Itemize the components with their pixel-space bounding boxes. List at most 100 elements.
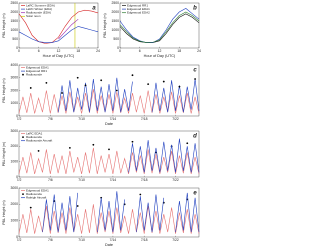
x-tick-label: 12 <box>57 49 61 53</box>
y-axis-label: PBL Height (m) <box>2 142 6 166</box>
y-axis-label: PBL Height (m) <box>2 78 6 102</box>
data-point <box>29 87 32 89</box>
data-point <box>45 81 48 84</box>
panel-label: e <box>193 191 197 197</box>
figure: 0 500 1000 1500 2000 2500 0 6 12 18 24 PBL Height (… <box>2 1 201 247</box>
y-tick-label: 0 <box>16 175 18 179</box>
legend-label: Edgewood EDA1 <box>127 7 150 11</box>
legend-label: Edgewood RR1 <box>26 69 47 73</box>
y-tick-label: 2000 <box>10 88 18 92</box>
y-tick-label: 1000 <box>10 219 18 223</box>
data-line <box>58 18 79 40</box>
y-tick-label: 1500 <box>111 19 119 23</box>
data-point <box>194 78 196 80</box>
x-tick-label: 18 <box>76 49 80 53</box>
x-tick-label: 7/14 <box>110 238 117 242</box>
legend-marker <box>22 136 24 139</box>
legend-label: Radiosonde Aircraft <box>26 138 52 142</box>
data-point <box>92 143 95 146</box>
y-axis-label: PBL Height (m) <box>2 200 6 224</box>
x-tick-label: 7/22 <box>172 238 179 242</box>
data-point <box>76 205 79 207</box>
data-point <box>147 83 150 86</box>
data-line <box>18 204 200 234</box>
data-line <box>128 138 200 173</box>
legend-label: Edgewood RR1 <box>127 3 148 7</box>
legend-label: Radiosonde <box>26 192 42 196</box>
data-point <box>139 193 142 196</box>
y-axis-label: PBL Height (m) <box>103 13 107 37</box>
x-tick-label: 7/2 <box>17 238 22 242</box>
y-tick-label: 0 <box>16 235 18 239</box>
data-point <box>162 80 165 83</box>
y-tick-label: 2000 <box>111 10 119 14</box>
data-line <box>18 9 99 44</box>
x-tick-label: 7/6 <box>48 238 53 242</box>
panel-label: a <box>92 6 96 12</box>
x-tick-label: 6 <box>139 49 141 53</box>
x-tick-label: 7/10 <box>78 117 85 121</box>
y-tick-label: 2000 <box>10 202 18 206</box>
y-tick-label: 2500 <box>10 1 18 5</box>
data-point <box>131 74 134 77</box>
legend-marker <box>22 193 24 196</box>
x-tick-label: 24 <box>197 49 201 53</box>
data-line <box>42 191 200 233</box>
x-tick-label: 7/18 <box>141 117 148 121</box>
x-tick-label: 24 <box>96 49 100 53</box>
y-tick-label: 4000 <box>10 63 18 67</box>
y-tick-label: 3000 <box>10 76 18 80</box>
x-tick-label: 0 <box>18 49 20 53</box>
x-tick-label: 7/10 <box>78 238 85 242</box>
x-tick-label: 7/6 <box>48 117 53 121</box>
panel-label: c <box>193 68 197 74</box>
x-tick-label: 7/22 <box>172 117 179 121</box>
data-point <box>186 142 189 145</box>
legend-label: Edgewood EDA1 <box>26 188 49 192</box>
legend-label: Edgewood EDA1 <box>26 65 49 69</box>
plot-frame <box>18 130 200 178</box>
x-tick-label: 7/2 <box>17 178 22 182</box>
data-line <box>119 8 200 43</box>
y-tick-label: 1000 <box>10 101 18 105</box>
legend-label: Raleigh Aircraft <box>26 195 47 199</box>
y-tick-label: 1000 <box>10 160 18 164</box>
y-tick-label: 3000 <box>10 129 18 133</box>
x-tick-label: 7/14 <box>110 178 117 182</box>
legend-label: Radiosonde <box>26 135 42 139</box>
panel-label: d <box>193 134 197 140</box>
y-tick-label: 500 <box>113 37 119 41</box>
x-tick-label: 7/2 <box>17 117 22 121</box>
x-tick-label: 7/10 <box>78 178 85 182</box>
legend-label: Radiosonde (EDA) <box>26 10 51 14</box>
data-point <box>37 150 40 152</box>
data-line <box>119 11 200 43</box>
x-tick-label: 7/18 <box>141 178 148 182</box>
data-point <box>178 85 181 88</box>
x-tick-label: 7/6 <box>48 178 53 182</box>
y-tick-label: 1500 <box>10 19 18 23</box>
x-tick-label: 18 <box>177 49 181 53</box>
data-point <box>131 140 134 143</box>
x-axis-label: Hour of Day (UTC) <box>144 54 176 58</box>
x-tick-label: 12 <box>158 49 162 53</box>
panel-label: b <box>193 6 197 12</box>
y-tick-label: 0 <box>16 114 18 118</box>
legend-label: LaRC EDA1 <box>26 131 43 135</box>
y-tick-label: 2500 <box>111 1 119 5</box>
data-point <box>108 148 110 151</box>
x-tick-label: 7/22 <box>172 178 179 182</box>
y-tick-label: 2000 <box>10 144 18 148</box>
x-axis-label: Date <box>105 243 113 247</box>
y-tick-label: 2000 <box>10 10 18 14</box>
y-tick-label: 0 <box>16 46 18 50</box>
data-point <box>76 76 79 79</box>
y-axis-label: PBL Height (m) <box>2 13 6 37</box>
data-line <box>18 89 200 114</box>
data-point <box>61 92 63 94</box>
legend-label: LaRC Winter (EDA) <box>26 7 52 11</box>
data-point <box>84 84 87 87</box>
legend-label: Radiosonde <box>26 72 42 76</box>
legend-label: Solar noon <box>26 14 41 18</box>
data-line <box>119 13 200 43</box>
